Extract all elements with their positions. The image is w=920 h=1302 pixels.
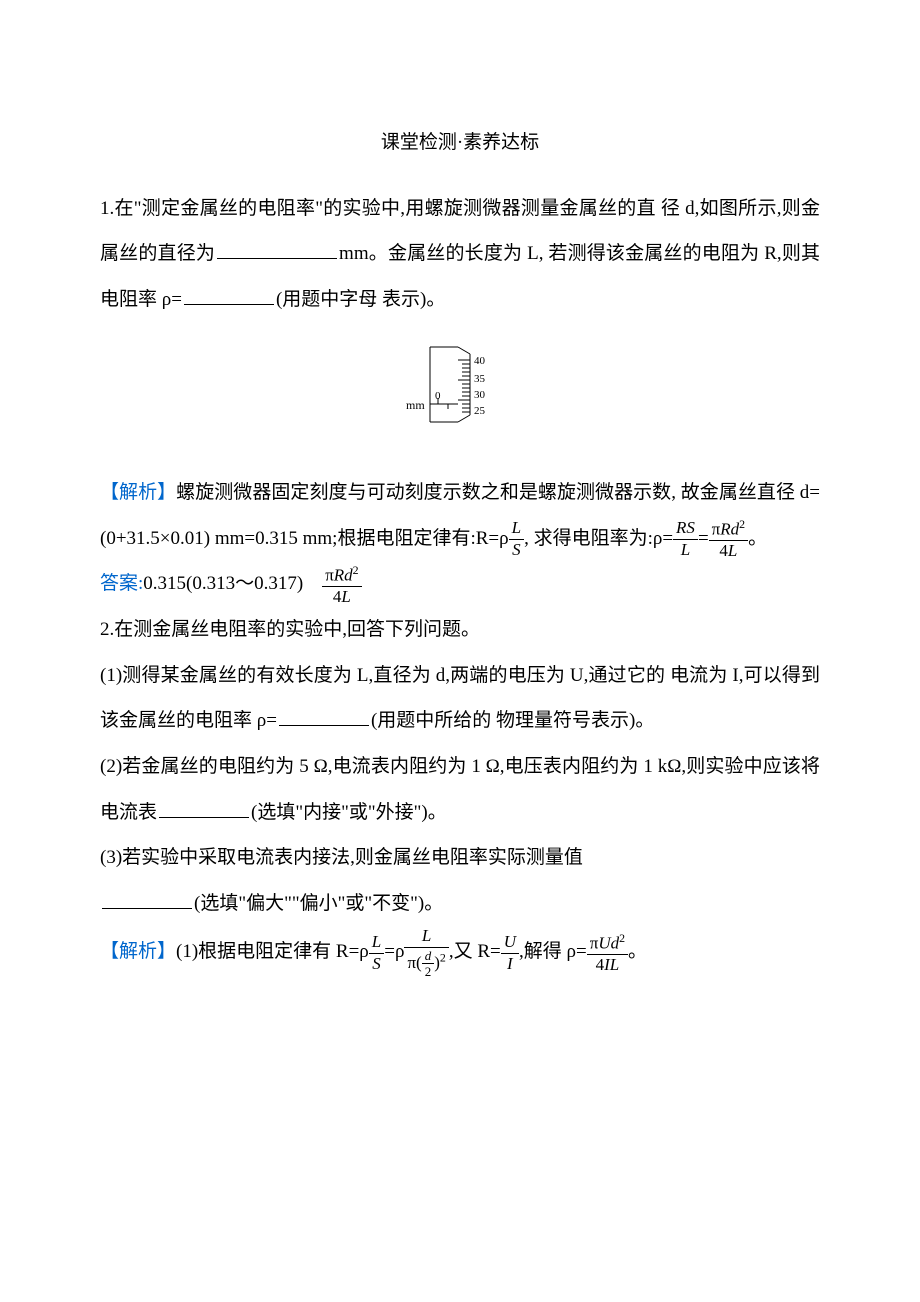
q2-p3-line1: (3)若实验中采取电流表内接法,则金属丝电阻率实际测量值: [100, 847, 583, 868]
q2-p1-line3: 物理量符号表示)。: [496, 710, 654, 731]
q1-line2b: mm。金属丝的长度为 L,: [339, 243, 543, 264]
q2-an-b: =ρ: [384, 942, 404, 963]
micrometer-diagram: 40 35 30 25 0 mm: [100, 342, 820, 450]
scale-30: 30: [474, 389, 486, 401]
scale-35: 35: [474, 373, 486, 385]
page-title: 课堂检测·素养达标: [100, 120, 820, 166]
q1-analysis: 【解析】螺旋测微器固定刻度与可动刻度示数之和是螺旋测微器示数, 故金属丝直径 d…: [100, 470, 820, 561]
frac-U-over-I: UI: [501, 932, 519, 974]
blank-rho2: [279, 707, 369, 726]
q2-p1-line1: (1)测得某金属丝的有效长度为 L,直径为 d,两端的电压为 U,通过它的: [100, 665, 665, 686]
q2-an-d: ,解得 ρ=: [519, 942, 587, 963]
q2-p2-line1: (2)若金属丝的电阻约为 5 Ω,电流表内阻约为 1 Ω,电压表内阻约为 1: [100, 756, 653, 777]
blank-diameter: [217, 240, 337, 259]
blank-bias: [102, 890, 192, 909]
q1-line4: 表示)。: [382, 289, 445, 310]
analysis-label: 【解析】: [100, 482, 176, 503]
q1-an-line3c: 。: [748, 528, 767, 549]
main-zero: 0: [435, 390, 441, 402]
blank-connection: [159, 799, 249, 818]
frac-L-over-S: LS: [509, 518, 524, 560]
scale-40: 40: [474, 355, 486, 367]
q1-an-eq: =: [698, 528, 709, 549]
q1-an-line1: 螺旋测微器固定刻度与可动刻度示数之和是螺旋测微器示数,: [176, 482, 676, 503]
q2-p3: (3)若实验中采取电流表内接法,则金属丝电阻率实际测量值 (选填"偏大""偏小"…: [100, 835, 820, 926]
q1-answer: 答案:0.315(0.313～0.317) πRd24L: [100, 561, 820, 607]
frac-LS-2: LS: [369, 932, 384, 974]
q2-p1-line2b: (用题中所给的: [371, 710, 491, 731]
blank-rho1: [184, 286, 274, 305]
answer-label: 答案:: [100, 573, 143, 594]
frac-RS-over-L: RSL: [673, 518, 698, 560]
q1-answer-text: 0.315(0.313～0.317): [143, 573, 322, 594]
q2-an-e: 。: [628, 942, 647, 963]
q1-line3b: (用题中字母: [276, 289, 377, 310]
analysis-label-2: 【解析】: [100, 942, 176, 963]
frac-piRd2-4L: πRd24L: [709, 517, 748, 561]
q1-an-line3a: 求得电阻率为:ρ=: [534, 528, 673, 549]
scale-25: 25: [474, 405, 486, 417]
q2-p3-line2: (选填"偏大""偏小"或"不变")。: [194, 893, 443, 914]
q1-an-line2b: ,: [524, 528, 529, 549]
unit-mm: mm: [406, 398, 425, 412]
q2-analysis: 【解析】(1)根据电阻定律有 R=ρLS=ρLπ(d2)2,又 R=UI,解得 …: [100, 926, 820, 980]
frac-piUd2-4IL: πUd24IL: [587, 931, 628, 975]
q2-an-a: (1)根据电阻定律有 R=ρ: [176, 942, 369, 963]
frac-answer-piRd2-4L: πRd24L: [322, 563, 361, 607]
q2-p2-line2b: (选填"内接"或"外接")。: [251, 802, 447, 823]
q1-line1: 1.在"测定金属丝的电阻率"的实验中,用螺旋测微器测量金属丝的直: [100, 198, 656, 219]
q2-p2: (2)若金属丝的电阻约为 5 Ω,电流表内阻约为 1 Ω,电压表内阻约为 1 k…: [100, 744, 820, 835]
frac-L-over-pid2squared: Lπ(d2)2: [404, 926, 448, 980]
q2-p1: (1)测得某金属丝的有效长度为 L,直径为 d,两端的电压为 U,通过它的 电流…: [100, 653, 820, 744]
q2-intro: 2.在测金属丝电阻率的实验中,回答下列问题。: [100, 607, 820, 653]
q1-text: 1.在"测定金属丝的电阻率"的实验中,用螺旋测微器测量金属丝的直 径 d,如图所…: [100, 186, 820, 323]
q2-an-c: ,又 R=: [449, 942, 501, 963]
